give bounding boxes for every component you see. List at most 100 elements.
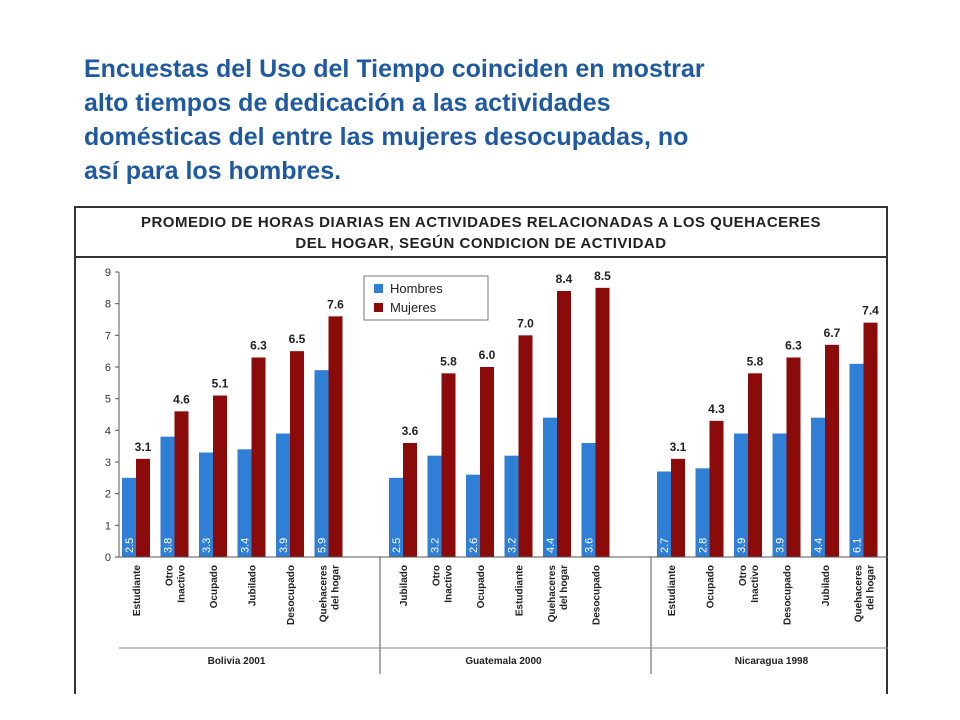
legend-swatch-hombres — [374, 284, 383, 293]
data-label-mujeres: 4.6 — [173, 392, 190, 406]
data-label-mujeres: 6.3 — [250, 339, 267, 353]
bar-mujeres — [595, 287, 610, 557]
category-label: Estudiante — [132, 565, 143, 617]
data-label-hombres: 3.6 — [584, 538, 596, 553]
chart-figure: PROMEDIO DE HORAS DIARIAS EN ACTIVIDADES… — [74, 206, 888, 694]
data-label-hombres: 2.5 — [391, 538, 403, 553]
y-tick-label: 3 — [105, 457, 111, 469]
y-tick-label: 8 — [105, 299, 111, 311]
category-label: Ocupado — [209, 565, 220, 608]
legend-label-mujeres: Mujeres — [390, 300, 437, 315]
bar-mujeres — [480, 367, 494, 557]
y-tick-label: 9 — [105, 267, 111, 279]
data-label-mujeres: 6.5 — [289, 332, 306, 346]
bar-mujeres — [518, 335, 533, 557]
y-tick-label: 5 — [105, 394, 111, 406]
headline-line-2: alto tiempos de dedicación a las activid… — [84, 89, 611, 117]
bar-hombres — [504, 455, 519, 557]
chart-title-line-2: DEL HOGAR, SEGÚN CONDICION DE ACTIVIDAD — [295, 235, 667, 252]
category-label: del hogar — [866, 565, 877, 610]
bar-hombres — [543, 417, 557, 557]
category-label: Desocupado — [592, 565, 603, 625]
bar-mujeres — [328, 316, 343, 557]
bar-hombres — [849, 363, 864, 557]
y-tick-label: 2 — [105, 489, 111, 501]
group-label: Nicaragua 1998 — [735, 656, 809, 667]
data-label-hombres: 3.8 — [163, 538, 175, 553]
bar-mujeres — [136, 458, 150, 557]
slide-headline: Encuestas del Uso del Tiempo coinciden e… — [84, 52, 904, 188]
data-label-hombres: 3.9 — [736, 538, 748, 553]
bar-mujeres — [863, 322, 878, 557]
data-label-mujeres: 5.8 — [440, 354, 457, 368]
group-label: Guatemala 2000 — [465, 656, 542, 667]
data-label-hombres: 3.9 — [775, 538, 787, 553]
category-label: Desocupado — [783, 565, 794, 625]
data-label-mujeres: 5.8 — [747, 354, 764, 368]
bar-hombres — [276, 433, 290, 557]
category-label: Otro — [738, 565, 749, 586]
bar-hombres — [466, 474, 480, 557]
data-label-mujeres: 7.6 — [327, 297, 344, 311]
category-label: Inactivo — [177, 565, 188, 603]
data-label-hombres: 4.4 — [545, 538, 557, 553]
bar-hombres — [199, 452, 213, 557]
data-label-hombres: 6.1 — [852, 538, 864, 553]
data-label-mujeres: 6.3 — [785, 339, 802, 353]
chart-title-line-1: PROMEDIO DE HORAS DIARIAS EN ACTIVIDADES… — [140, 214, 822, 231]
headline-line-4: así para los hombres. — [84, 157, 342, 185]
bar-hombres — [772, 433, 787, 557]
bar-mujeres — [748, 373, 762, 557]
legend-box — [363, 275, 489, 321]
bar-mujeres — [557, 291, 571, 557]
category-label: Inactivo — [444, 565, 455, 603]
bar-hombres — [581, 443, 596, 557]
bar-mujeres — [403, 443, 417, 557]
data-label-mujeres: 8.5 — [594, 269, 611, 283]
data-label-mujeres: 3.1 — [670, 440, 687, 454]
bar-mujeres — [213, 395, 227, 557]
bar-hombres — [314, 370, 329, 557]
bar-mujeres — [290, 351, 304, 557]
bar-hombres — [122, 477, 136, 557]
bar-mujeres — [174, 411, 189, 557]
data-label-hombres: 5.9 — [317, 538, 329, 553]
category-label: Otro — [432, 565, 443, 586]
bar-hombres — [734, 433, 748, 557]
category-label: Jubilado — [821, 565, 832, 606]
category-label: Quehaceres — [854, 565, 865, 623]
bar-mujeres — [441, 373, 456, 557]
bar-hombres — [160, 436, 175, 557]
bar-mujeres — [671, 458, 685, 557]
bar-hombres — [237, 449, 252, 557]
data-label-mujeres: 5.1 — [212, 377, 229, 391]
headline-line-3: domésticas del entre las mujeres desocup… — [84, 123, 689, 151]
data-label-mujeres: 6.7 — [824, 326, 841, 340]
y-tick-label: 6 — [105, 362, 111, 374]
data-label-hombres: 2.8 — [698, 538, 710, 553]
y-tick-label: 1 — [105, 520, 111, 532]
category-label: Otro — [165, 565, 176, 586]
data-label-mujeres: 4.3 — [708, 402, 725, 416]
data-label-hombres: 3.9 — [278, 538, 290, 553]
bar-hombres — [695, 468, 710, 557]
legend-label-hombres: Hombres — [390, 281, 443, 296]
group-label: Bolivia 2001 — [208, 656, 266, 667]
category-label: Ocupado — [476, 565, 487, 608]
data-label-hombres: 3.2 — [430, 538, 442, 553]
data-label-mujeres: 7.4 — [862, 304, 879, 318]
bar-hombres — [657, 471, 671, 557]
category-label: Jubilado — [248, 565, 259, 606]
data-label-hombres: 2.7 — [659, 538, 671, 553]
data-label-mujeres: 8.4 — [556, 272, 573, 286]
category-label: del hogar — [559, 565, 570, 610]
y-tick-label: 4 — [105, 425, 111, 437]
data-label-hombres: 2.6 — [468, 538, 480, 553]
bar-mujeres — [251, 357, 266, 557]
category-label: Ocupado — [706, 565, 717, 608]
data-label-hombres: 2.5 — [124, 538, 136, 553]
category-label: Estudiante — [515, 565, 526, 617]
chart-title: PROMEDIO DE HORAS DIARIAS EN ACTIVIDADES… — [76, 208, 886, 258]
data-label-hombres: 4.4 — [813, 538, 825, 553]
